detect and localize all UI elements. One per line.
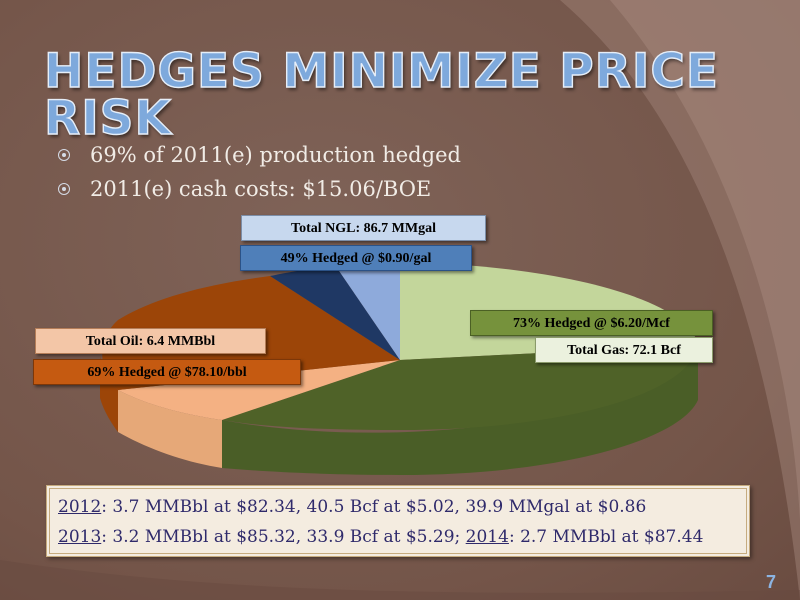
hedge-detail: : 3.2 MMBbl at $85.32, 33.9 Bcf at $5.29…: [101, 527, 466, 547]
slide-title: HEDGES MINIMIZE PRICE RISK: [43, 44, 719, 146]
hedge-detail: : 3.7 MMBbl at $82.34, 40.5 Bcf at $5.02…: [101, 497, 647, 517]
pie-side-gas-hedged: [222, 345, 698, 475]
pie-slice-oil-unhedged: [118, 360, 400, 420]
pie-slice-ngl-hedged: [270, 265, 400, 360]
bullet-list: 69% of 2011(e) production hedged 2011(e)…: [58, 140, 461, 208]
page-number: 7: [766, 572, 777, 592]
circled-dot-bullet-icon: [58, 149, 70, 161]
ngl-total-label: Total NGL: 86.7 MMgal: [241, 215, 486, 241]
bullet-text: 69% of 2011(e) production hedged: [90, 143, 461, 167]
future-hedges-box: 2012: 3.7 MMBbl at $82.34, 40.5 Bcf at $…: [46, 485, 750, 557]
gas-total-label: Total Gas: 72.1 Bcf: [535, 337, 713, 363]
year-2012: 2012: [58, 497, 102, 517]
oil-hedged-label: 69% Hedged @ $78.10/bbl: [33, 359, 301, 385]
bullet-cash-costs: 2011(e) cash costs: $15.06/BOE: [58, 174, 461, 208]
year-2013: 2013: [58, 527, 102, 547]
pie-slice-ngl-unhedged: [335, 262, 400, 360]
bullet-text: 2011(e) cash costs: $15.06/BOE: [90, 177, 432, 201]
future-hedges-line-2013: 2013: 3.2 MMBbl at $85.32, 33.9 Bcf at $…: [58, 522, 738, 552]
pie-side-oil-unhedged: [118, 390, 222, 468]
year-2014: 2014: [465, 527, 509, 547]
gas-hedged-label: 73% Hedged @ $6.20/Mcf: [470, 310, 713, 336]
oil-total-label: Total Oil: 6.4 MMBbl: [35, 328, 266, 354]
hedge-detail: : 2.7 MMBbl at $87.44: [508, 527, 704, 547]
bullet-production-hedged: 69% of 2011(e) production hedged: [58, 140, 461, 174]
circled-dot-bullet-icon: [58, 183, 70, 195]
ngl-hedged-label: 49% Hedged @ $0.90/gal: [240, 245, 472, 271]
pie-slice-gas-hedged: [222, 345, 698, 430]
future-hedges-line-2012: 2012: 3.7 MMBbl at $82.34, 40.5 Bcf at $…: [58, 492, 738, 522]
